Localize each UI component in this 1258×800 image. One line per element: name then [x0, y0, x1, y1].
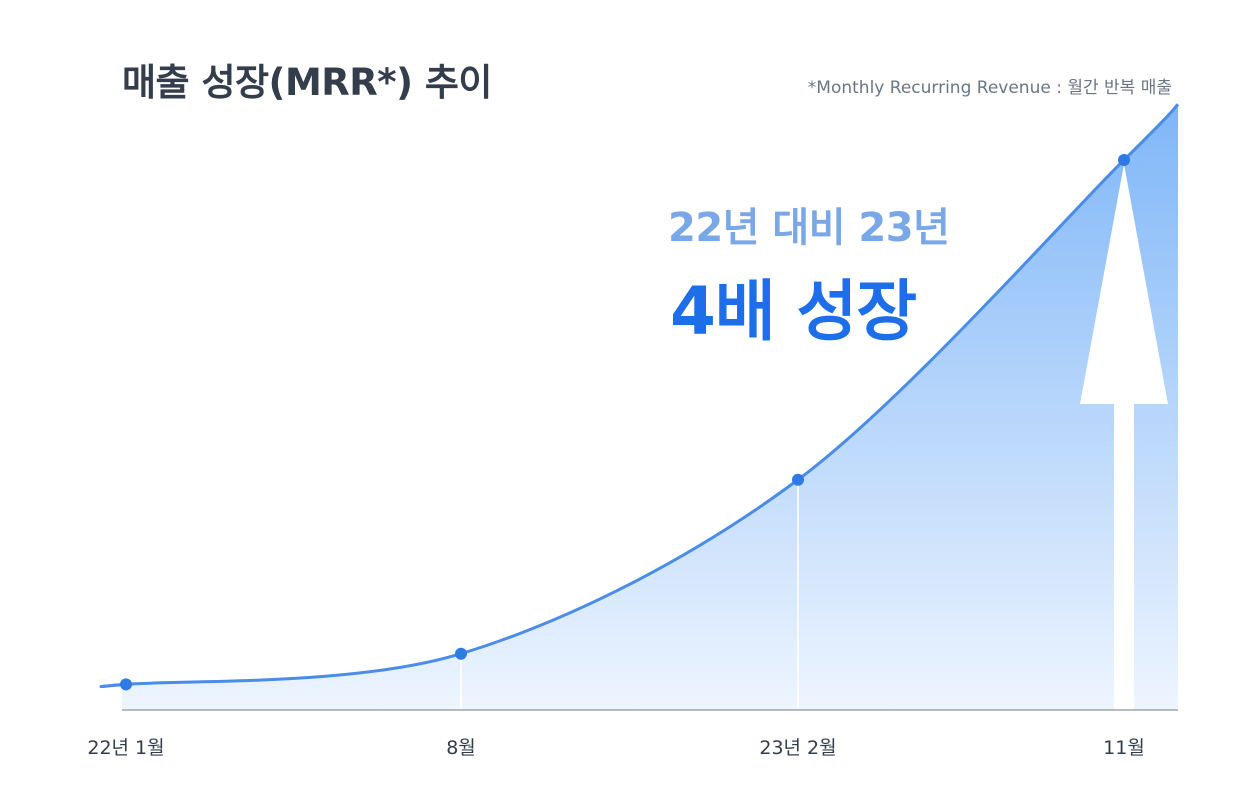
data-point	[455, 647, 467, 660]
growth-arrow	[1080, 163, 1168, 711]
series-area	[100, 104, 1179, 710]
x-tick-label: 11월	[1103, 737, 1145, 759]
footnote: *Monthly Recurring Revenue : 월간 반복 매출	[807, 78, 1172, 98]
x-tick-label: 8월	[446, 737, 476, 759]
chart-title: 매출 성장(MRR*) 추이	[122, 61, 492, 104]
data-point	[120, 678, 132, 691]
x-tick-label: 22년 1월	[87, 737, 164, 759]
x-tick-label: 23년 2월	[759, 737, 836, 759]
data-point	[1118, 153, 1130, 166]
headline-main: 4배 성장	[670, 273, 917, 350]
data-point	[792, 473, 804, 486]
series-line	[99, 103, 1180, 689]
headline-subtitle: 22년 대비 23년	[668, 205, 950, 251]
